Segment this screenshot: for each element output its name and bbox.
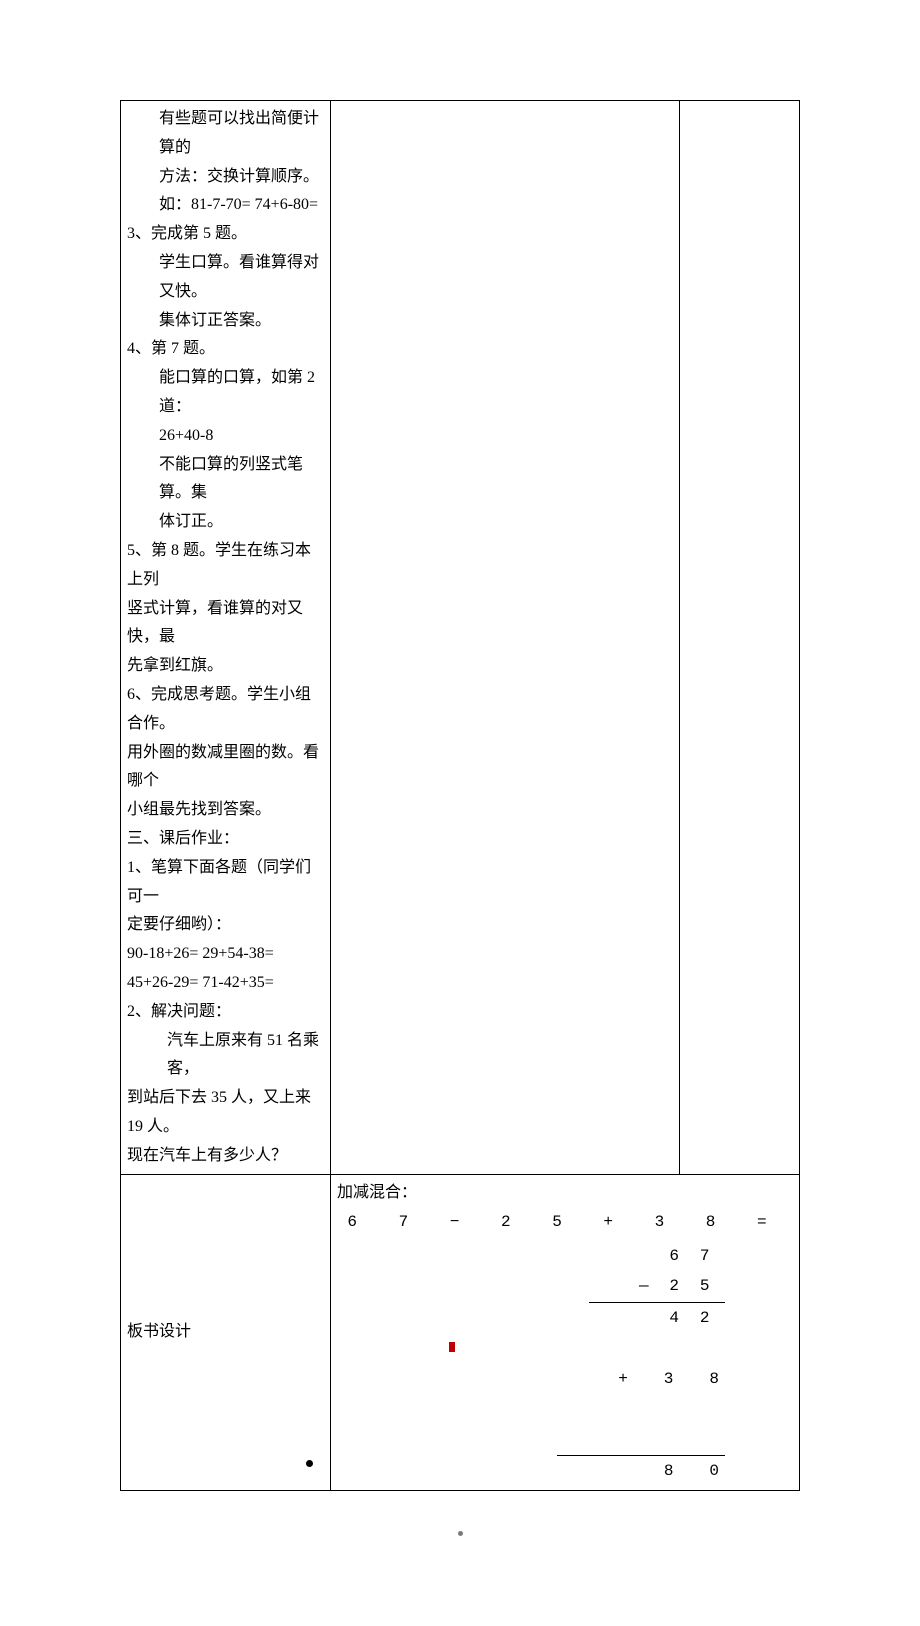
text-line: 定要仔细哟）： <box>127 911 324 940</box>
text-line: 3、完成第 5 题。 <box>127 220 324 249</box>
text-line: 有些题可以找出简便计算的 <box>127 105 324 163</box>
red-mark-icon <box>449 1342 455 1352</box>
calc-row: — 2 5 <box>405 1271 724 1301</box>
text-line: 2、解决问题： <box>127 998 324 1027</box>
text-line: 学生口算。看谁算得对又快。 <box>127 249 324 307</box>
calc-row: + 3 8 <box>405 1333 724 1455</box>
text-line: 90-18+26= 29+54-38= <box>127 940 324 969</box>
calc-row: 8 0 <box>405 1456 724 1486</box>
board-label: 板书设计 <box>127 1323 191 1340</box>
text-line: 1、笔算下面各题（同学们可一 <box>127 854 324 912</box>
board-title: 加减混合： <box>337 1179 793 1208</box>
vertical-calculation: 6 7 — 2 5 4 2 + 3 8 8 0 <box>405 1241 724 1486</box>
text-line: 现在汽车上有多少人？ <box>127 1142 324 1171</box>
text-line: 45+26-29= 71-42+35= <box>127 969 324 998</box>
board-content-cell: 加减混合： 6 7 − 2 5 + 3 8 = 6 7 — 2 5 4 2 + … <box>331 1175 800 1491</box>
text-line: 6、完成思考题。学生小组合作。 <box>127 681 324 739</box>
footer-dot-icon <box>458 1531 463 1536</box>
text-line: 用外圈的数减里圈的数。看哪个 <box>127 739 324 797</box>
empty-cell <box>680 101 800 1175</box>
empty-cell <box>331 101 680 1175</box>
board-center: 6 7 − 2 5 + 3 8 = 6 7 — 2 5 4 2 + 3 8 8 <box>337 1208 793 1486</box>
calc-row: 4 2 <box>405 1303 724 1333</box>
text-line: 26+40-8 <box>127 422 324 451</box>
content-table: 有些题可以找出简便计算的 方法：交换计算顺序。 如：81-7-70= 74+6-… <box>120 100 800 1491</box>
main-cell: 有些题可以找出简便计算的 方法：交换计算顺序。 如：81-7-70= 74+6-… <box>121 101 331 1175</box>
text-line: 汽车上原来有 51 名乘客， <box>127 1027 324 1085</box>
text-line: 竖式计算，看谁算的对又快，最 <box>127 595 324 653</box>
text-line: 先拿到红旗。 <box>127 652 324 681</box>
text-line: 能口算的口算，如第 2 道： <box>127 364 324 422</box>
text-line: 体订正。 <box>127 508 324 537</box>
text-line: 不能口算的列竖式笔算。集 <box>127 451 324 509</box>
table-row: 板书设计 加减混合： 6 7 − 2 5 + 3 8 = 6 7 — 2 5 4… <box>121 1175 800 1491</box>
board-equation: 6 7 − 2 5 + 3 8 = <box>347 1213 782 1231</box>
text-line: 4、第 7 题。 <box>127 335 324 364</box>
text-line: 方法：交换计算顺序。 <box>127 163 324 192</box>
text-line: 到站后下去 35 人，又上来 19 人。 <box>127 1084 324 1142</box>
text-line: 集体订正答案。 <box>127 307 324 336</box>
text-line: 5、第 8 题。学生在练习本上列 <box>127 537 324 595</box>
calc-row: 6 7 <box>405 1241 724 1271</box>
text-line: 小组最先找到答案。 <box>127 796 324 825</box>
text-line: 如：81-7-70= 74+6-80= <box>127 191 324 220</box>
page: 有些题可以找出简便计算的 方法：交换计算顺序。 如：81-7-70= 74+6-… <box>0 0 920 1626</box>
text-line: 三、课后作业： <box>127 825 324 854</box>
calc-text: + 3 8 <box>618 1370 724 1388</box>
board-label-cell: 板书设计 <box>121 1175 331 1491</box>
table-row: 有些题可以找出简便计算的 方法：交换计算顺序。 如：81-7-70= 74+6-… <box>121 101 800 1175</box>
